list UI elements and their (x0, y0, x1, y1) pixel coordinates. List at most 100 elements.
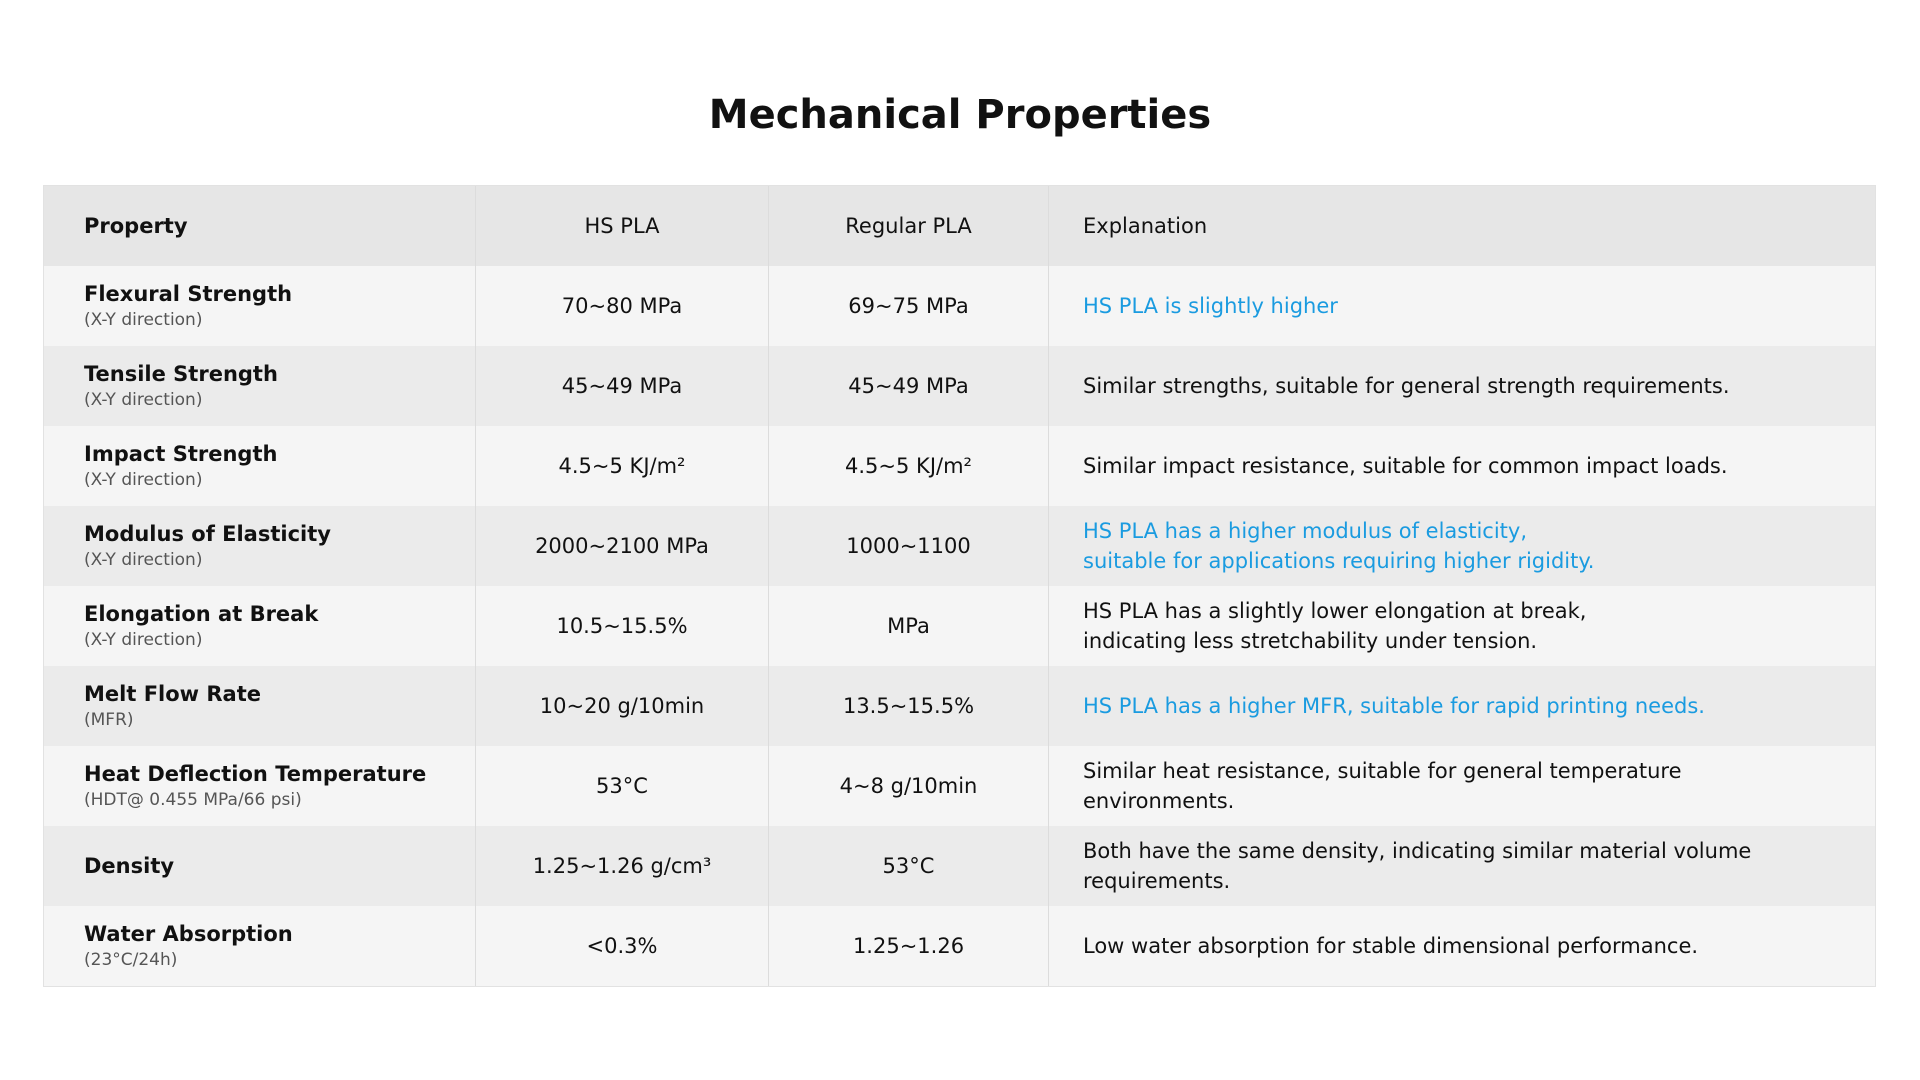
table-row: Flexural Strength (X-Y direction) 70~80 MP… (44, 266, 1875, 346)
property-name: Melt Flow Rate (84, 682, 261, 706)
explanation-line: requirements. (1083, 869, 1231, 893)
header-text: Regular PLA (845, 214, 972, 238)
hs-pla-cell: <0.3% (476, 906, 769, 986)
header-cell: Regular PLA (769, 186, 1049, 266)
explanation-line: HS PLA has a slightly lower elongation a… (1083, 599, 1587, 623)
regular-pla-cell: 53°C (769, 826, 1049, 906)
hs-pla-cell: 10.5~15.5% (476, 586, 769, 666)
property-cell: Elongation at Break (X-Y direction) (44, 586, 476, 666)
property-note: (X-Y direction) (84, 390, 203, 410)
regular-pla-value: 1.25~1.26 (852, 934, 965, 958)
property-note: (HDT@ 0.455 MPa/66 psi) (84, 790, 302, 810)
explanation-line: suitable for applications requiring high… (1083, 549, 1595, 573)
explanation-cell: Low water absorption for stable dimensio… (1049, 906, 1875, 986)
regular-pla-cell: 69~75 MPa (769, 266, 1049, 346)
table-row: Heat Deflection Temperature (HDT@ 0.455 M… (44, 746, 1875, 826)
property-cell: Tensile Strength (X-Y direction) (44, 346, 476, 426)
regular-pla-cell: 1.25~1.26 (769, 906, 1049, 986)
property-name: Modulus of Elasticity (84, 522, 331, 546)
property-cell: Density (44, 826, 476, 906)
property-note: (23°C/24h) (84, 950, 178, 970)
table-row: Density 1.25~1.26 g/cm³ 53°C Both have the … (44, 826, 1875, 906)
table-row: Tensile Strength (X-Y direction) 45~49 MPa… (44, 346, 1875, 426)
property-cell: Melt Flow Rate (MFR) (44, 666, 476, 746)
header-cell: Property (44, 186, 476, 266)
page-title: Mechanical Properties (708, 92, 1212, 138)
explanation-line: HS PLA has a higher MFR, suitable for ra… (1083, 694, 1705, 718)
table-row: Modulus of Elasticity (X-Y direction) 2000… (44, 506, 1875, 586)
header-row: Property HS PLA Regular PLA Explanation (44, 186, 1875, 266)
regular-pla-value: 13.5~15.5% (842, 694, 975, 718)
hs-pla-value: 1.25~1.26 g/cm³ (532, 854, 712, 878)
regular-pla-cell: 4~8 g/10min (769, 746, 1049, 826)
regular-pla-cell: 4.5~5 KJ/m² (769, 426, 1049, 506)
property-note: (X-Y direction) (84, 470, 203, 490)
property-name: Density (84, 854, 175, 878)
regular-pla-value: 45~49 MPa (848, 374, 969, 398)
explanation-cell: HS PLA has a slightly lower elongation a… (1049, 586, 1875, 666)
hs-pla-value: 2000~2100 MPa (535, 534, 709, 558)
property-name: Tensile Strength (84, 362, 278, 386)
header-cell: HS PLA (476, 186, 769, 266)
property-name: Water Absorption (84, 922, 293, 946)
hs-pla-cell: 70~80 MPa (476, 266, 769, 346)
header-text: Explanation (1083, 214, 1208, 238)
explanation-line: Similar strengths, suitable for general … (1083, 374, 1730, 398)
regular-pla-value: 4~8 g/10min (839, 774, 978, 798)
regular-pla-value: 53°C (882, 854, 935, 878)
hs-pla-value: 4.5~5 KJ/m² (558, 454, 686, 478)
hs-pla-cell: 10~20 g/10min (476, 666, 769, 746)
property-note: (X-Y direction) (84, 310, 203, 330)
property-note: (MFR) (84, 710, 134, 730)
explanation-cell: HS PLA is slightly higher (1049, 266, 1875, 346)
explanation-line: Both have the same density, indicating s… (1083, 839, 1752, 863)
explanation-cell: Similar strengths, suitable for general … (1049, 346, 1875, 426)
explanation-line: environments. (1083, 789, 1235, 813)
regular-pla-cell: 13.5~15.5% (769, 666, 1049, 746)
property-name: Heat Deflection Temperature (84, 762, 427, 786)
header-cell: Explanation (1049, 186, 1875, 266)
property-cell: Flexural Strength (X-Y direction) (44, 266, 476, 346)
hs-pla-value: 10~20 g/10min (539, 694, 705, 718)
explanation-line: HS PLA has a higher modulus of elasticit… (1083, 519, 1528, 543)
property-cell: Impact Strength (X-Y direction) (44, 426, 476, 506)
hs-pla-value: 10.5~15.5% (556, 614, 688, 638)
explanation-cell: HS PLA has a higher MFR, suitable for ra… (1049, 666, 1875, 746)
hs-pla-value: <0.3% (586, 934, 658, 958)
explanation-cell: Similar heat resistance, suitable for ge… (1049, 746, 1875, 826)
hs-pla-cell: 1.25~1.26 g/cm³ (476, 826, 769, 906)
hs-pla-value: 70~80 MPa (561, 294, 683, 318)
header-text: HS PLA (584, 214, 660, 238)
table-row: Water Absorption (23°C/24h) <0.3% 1.25~1.26… (44, 906, 1875, 986)
explanation-line: Low water absorption for stable dimensio… (1083, 934, 1699, 958)
explanation-cell: HS PLA has a higher modulus of elasticit… (1049, 506, 1875, 586)
hs-pla-value: 45~49 MPa (561, 374, 683, 398)
property-note: (X-Y direction) (84, 630, 203, 650)
regular-pla-cell: 1000~1100 (769, 506, 1049, 586)
explanation-line: Similar heat resistance, suitable for ge… (1083, 759, 1682, 783)
table-row: Elongation at Break (X-Y direction) 10.5~1… (44, 586, 1875, 666)
explanation-line: Similar impact resistance, suitable for … (1083, 454, 1728, 478)
regular-pla-value: 1000~1100 (846, 534, 971, 558)
property-cell: Water Absorption (23°C/24h) (44, 906, 476, 986)
table-row: Melt Flow Rate (MFR) 10~20 g/10min 13.5~15.… (44, 666, 1875, 746)
property-name: Elongation at Break (84, 602, 319, 626)
regular-pla-value: 4.5~5 KJ/m² (845, 454, 972, 478)
hs-pla-cell: 4.5~5 KJ/m² (476, 426, 769, 506)
hs-pla-value: 53°C (596, 774, 648, 798)
regular-pla-value: MPa (887, 614, 930, 638)
header-text: Property (84, 214, 188, 238)
explanation-cell: Similar impact resistance, suitable for … (1049, 426, 1875, 506)
regular-pla-value: 69~75 MPa (848, 294, 969, 318)
property-cell: Modulus of Elasticity (X-Y direction) (44, 506, 476, 586)
property-note: (X-Y direction) (84, 550, 203, 570)
hs-pla-cell: 53°C (476, 746, 769, 826)
regular-pla-cell: MPa (769, 586, 1049, 666)
properties-table: Property HS PLA Regular PLA Explanation Flex… (43, 185, 1876, 987)
hs-pla-cell: 2000~2100 MPa (476, 506, 769, 586)
explanation-cell: Both have the same density, indicating s… (1049, 826, 1875, 906)
property-name: Impact Strength (84, 442, 278, 466)
regular-pla-cell: 45~49 MPa (769, 346, 1049, 426)
hs-pla-cell: 45~49 MPa (476, 346, 769, 426)
property-cell: Heat Deflection Temperature (HDT@ 0.455 M… (44, 746, 476, 826)
